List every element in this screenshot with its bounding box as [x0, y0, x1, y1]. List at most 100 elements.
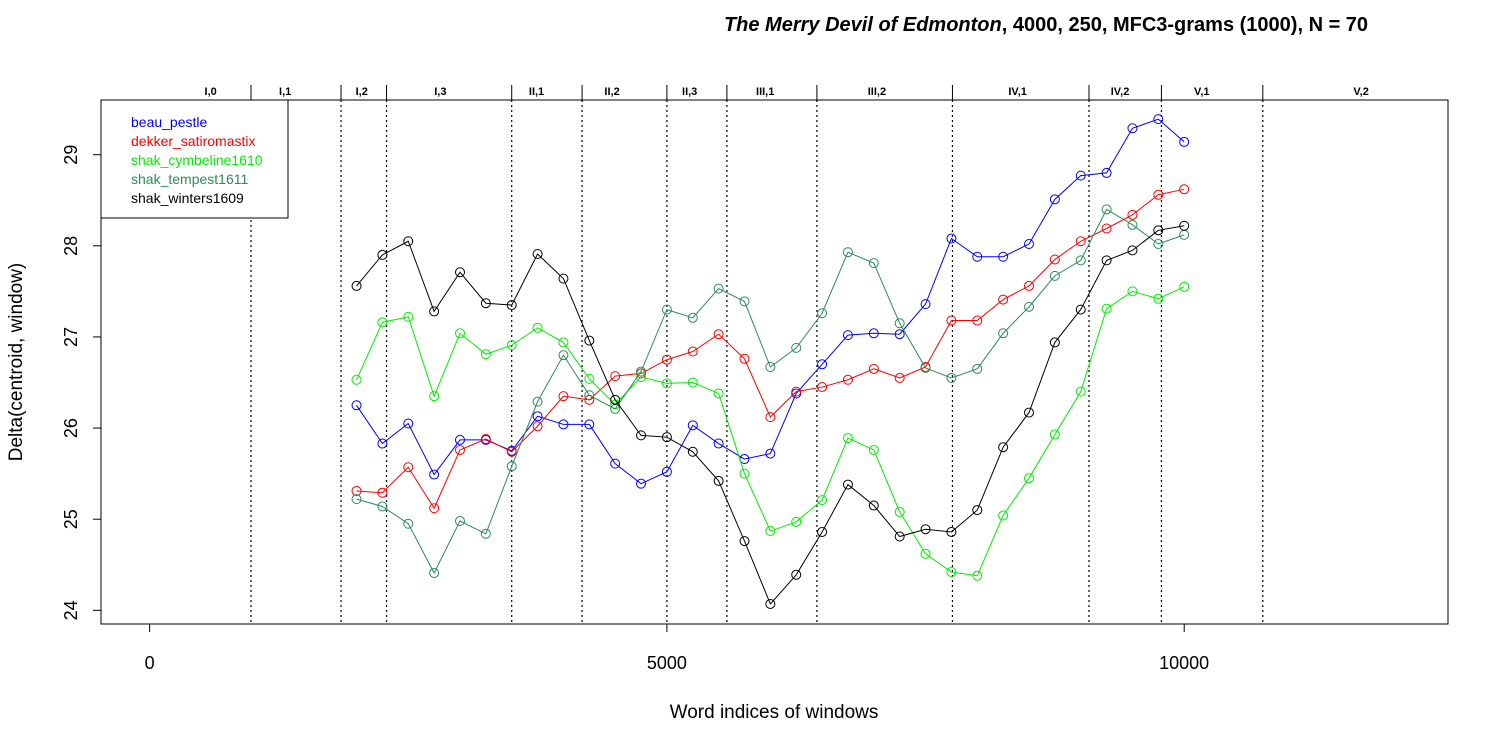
- data-point: [713, 329, 724, 340]
- act-label: V,2: [1353, 86, 1369, 98]
- data-point: [1024, 280, 1035, 291]
- series-line: [356, 286, 1185, 577]
- data-point: [1024, 407, 1035, 418]
- data-point: [946, 233, 957, 244]
- data-point: [946, 526, 957, 537]
- data-point: [403, 236, 414, 247]
- data-point: [377, 438, 388, 449]
- data-point: [610, 458, 621, 469]
- series-shak_winters1609: [351, 220, 1190, 609]
- data-point: [532, 411, 543, 422]
- data-point: [351, 400, 362, 411]
- legend-entry: beau_pestle: [131, 114, 208, 130]
- x-axis-label: Word indices of windows: [670, 702, 879, 723]
- data-point: [972, 570, 983, 581]
- chart-title-italic: The Merry Devil of Edmonton: [724, 14, 1002, 36]
- data-point: [817, 308, 828, 319]
- series-layer: [351, 114, 1190, 609]
- data-point: [1179, 184, 1190, 195]
- data-point: [480, 528, 491, 539]
- data-point: [687, 446, 698, 457]
- data-point: [791, 342, 802, 353]
- data-point: [584, 390, 595, 401]
- data-point: [1153, 189, 1164, 200]
- legend-entry: dekker_satiromastix: [131, 133, 256, 149]
- data-point: [454, 434, 465, 445]
- data-point: [765, 598, 776, 609]
- data-point: [661, 432, 672, 443]
- data-point: [351, 485, 362, 496]
- data-point: [920, 524, 931, 535]
- data-point: [972, 363, 983, 374]
- data-point: [817, 359, 828, 370]
- data-point: [868, 258, 879, 269]
- act-label: I,1: [279, 86, 291, 98]
- act-label: II,2: [604, 86, 619, 98]
- data-point: [687, 377, 698, 388]
- series-shak_tempest1611: [351, 204, 1190, 578]
- x-tick-label: 5000: [647, 653, 687, 673]
- data-point: [894, 372, 905, 383]
- act-label: III,1: [756, 86, 774, 98]
- act-label: IV,1: [1008, 86, 1027, 98]
- data-point: [998, 328, 1009, 339]
- data-point: [739, 468, 750, 479]
- data-point: [584, 419, 595, 430]
- data-point: [480, 298, 491, 309]
- data-point: [1101, 303, 1112, 314]
- data-point: [480, 434, 491, 445]
- data-point: [894, 506, 905, 517]
- act-label: IV,2: [1111, 86, 1130, 98]
- y-tick-label: 25: [61, 509, 81, 529]
- data-point: [661, 378, 672, 389]
- data-point: [1075, 386, 1086, 397]
- data-point: [868, 444, 879, 455]
- data-point: [351, 374, 362, 385]
- data-point: [1127, 123, 1138, 134]
- act-labels: I,0 I,1 I,2 I,3 II,1 II,2 II,3 III,1 III,2 IV,1 IV…: [205, 86, 1369, 98]
- data-point: [1127, 209, 1138, 220]
- series-line: [356, 208, 1185, 575]
- data-point: [713, 388, 724, 399]
- data-point: [429, 503, 440, 514]
- data-point: [868, 328, 879, 339]
- data-point: [998, 251, 1009, 262]
- data-point: [429, 391, 440, 402]
- data-point: [532, 322, 543, 333]
- data-point: [1179, 220, 1190, 231]
- data-point: [1127, 286, 1138, 297]
- series-dekker_satiromastix: [351, 184, 1190, 514]
- y-axis-label: Delta(centroid, window): [6, 263, 27, 462]
- act-label: I,3: [434, 86, 446, 98]
- data-point: [506, 300, 517, 311]
- legend-entry: shak_tempest1611: [131, 171, 248, 187]
- data-point: [636, 366, 647, 377]
- data-point: [868, 363, 879, 374]
- data-point: [1127, 219, 1138, 230]
- data-point: [765, 526, 776, 537]
- data-point: [842, 433, 853, 444]
- data-point: [972, 505, 983, 516]
- data-point: [687, 312, 698, 323]
- y-tick-label: 26: [61, 418, 81, 438]
- data-point: [868, 500, 879, 511]
- data-point: [558, 337, 569, 348]
- data-point: [842, 374, 853, 385]
- data-point: [817, 526, 828, 537]
- series-beau_pestle: [351, 114, 1190, 489]
- data-point: [687, 346, 698, 357]
- series-line: [356, 225, 1185, 605]
- data-point: [1049, 429, 1060, 440]
- chart-title: The Merry Devil of Edmonton, 4000, 250, …: [724, 14, 1368, 36]
- act-label: III,2: [868, 86, 886, 98]
- data-point: [739, 353, 750, 364]
- data-point: [1024, 301, 1035, 312]
- data-point: [713, 283, 724, 294]
- data-point: [1075, 255, 1086, 266]
- data-point: [558, 273, 569, 284]
- series-line: [356, 118, 1185, 485]
- data-point: [1049, 337, 1060, 348]
- act-label: II,1: [529, 86, 544, 98]
- data-point: [920, 362, 931, 373]
- data-point: [1075, 304, 1086, 315]
